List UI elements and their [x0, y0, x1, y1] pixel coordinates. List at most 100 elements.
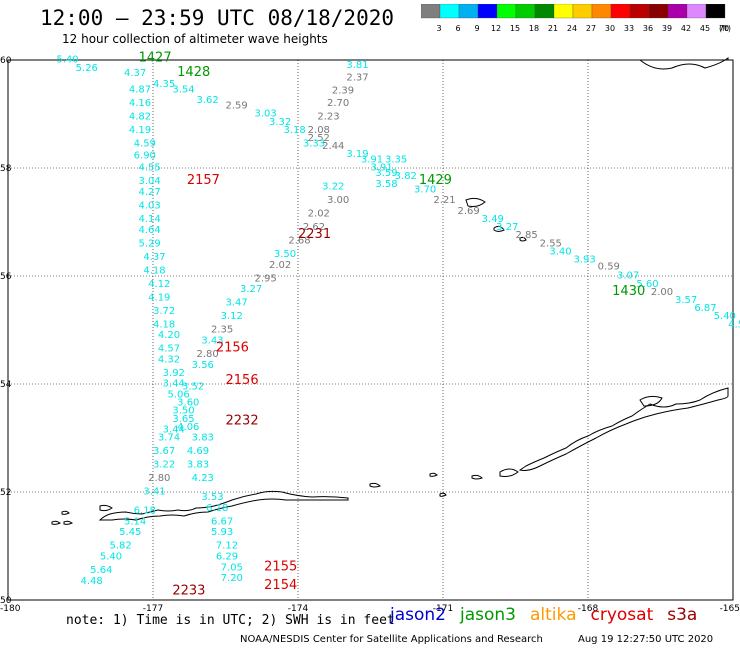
- wave-height-value: 3.41: [143, 487, 165, 498]
- coastline: [51, 57, 729, 525]
- pass-time-label: 2156: [216, 341, 249, 356]
- page-subtitle: 12 hour collection of altimeter wave hei…: [62, 32, 328, 46]
- wave-height-value: 3.49: [482, 214, 504, 225]
- wave-height-value: 4.55: [139, 163, 161, 174]
- wave-height-value: 3.50: [274, 249, 296, 260]
- wave-height-value: 3.58: [375, 179, 397, 190]
- scale-tick-label: 6: [455, 24, 460, 33]
- satellite-pass-times: 1427 1428 2157 1429 2231 1430 2156 2156 2232 2155…: [139, 51, 646, 599]
- wave-height-value: 5.06: [168, 390, 190, 401]
- lat-label: 56: [0, 272, 12, 282]
- pass-time-label: 1427: [139, 51, 172, 66]
- wave-height-value: 5.40: [714, 311, 736, 322]
- wave-height-value: 4.35: [153, 79, 175, 90]
- wave-height-value: 3.18: [284, 125, 306, 136]
- wave-height-value: 3.47: [226, 298, 248, 309]
- wave-height-value: 5.26: [76, 63, 98, 74]
- satellite-legend-s3a: s3a: [667, 605, 698, 625]
- scale-tick-label: 21: [548, 24, 558, 33]
- wave-height-value: 3.19: [346, 149, 368, 160]
- wave-height-value: 3.70: [414, 184, 436, 195]
- wave-height-value: 3.32: [269, 117, 291, 128]
- wave-height-value: 4.37: [143, 252, 165, 263]
- lat-label: 52: [0, 488, 11, 498]
- generation-timestamp: Aug 19 12:27:50 UTC 2020: [578, 634, 714, 645]
- scale-tick-label: 15: [510, 24, 520, 33]
- satellite-legend-jason2: jason2: [390, 605, 446, 625]
- wave-height-value: 4.59: [134, 138, 156, 149]
- lon-label: -165: [720, 604, 740, 614]
- wave-height-value: 3.74: [158, 433, 180, 444]
- wave-height-value: 5.14: [124, 516, 146, 527]
- scale-tick-label: 18: [529, 24, 539, 33]
- wave-height-value: 4.27: [139, 187, 161, 198]
- wave-height-value: 3.33: [303, 138, 325, 149]
- scale-tick-label: 36: [643, 24, 653, 33]
- wave-height-value: 3.52: [182, 381, 204, 392]
- map-frame: [7, 59, 734, 601]
- wave-height-value: 4.32: [158, 354, 180, 365]
- wave-height-value: 4.03: [139, 201, 161, 212]
- scale-swatch: [705, 4, 726, 19]
- wave-height-value: 5.93: [211, 527, 233, 538]
- pass-time-label: 1428: [177, 65, 210, 80]
- wave-height-value: 2.00: [651, 287, 673, 298]
- wave-height-value: 2.80: [197, 349, 219, 360]
- wave-height-value: 4.18: [153, 319, 175, 330]
- pass-time-label: 2232: [226, 414, 259, 429]
- lon-label: -174: [288, 604, 309, 614]
- satellite-legend-altika: altika: [530, 605, 577, 625]
- wave-height-value: 4.57: [158, 344, 180, 355]
- wave-height-value: 2.08: [308, 125, 330, 136]
- wave-height-value: 2.44: [322, 141, 344, 152]
- wave-height-value: 4.19: [148, 292, 170, 303]
- wave-height-value: 2.39: [332, 85, 354, 96]
- wave-height-value: 3.72: [153, 306, 175, 317]
- wave-height-value: 4.69: [187, 446, 209, 457]
- wave-height-value: 3.92: [163, 368, 185, 379]
- wave-height-value: 2.21: [433, 195, 455, 206]
- scale-tick-label: 39: [662, 24, 672, 33]
- wave-height-value: 3.22: [153, 460, 175, 471]
- wave-height-value: 4.37: [124, 68, 146, 79]
- wave-height-value: 4.06: [177, 422, 199, 433]
- wave-height-value: 2.95: [255, 273, 277, 284]
- lon-label: -171: [433, 604, 453, 614]
- wave-height-value: 7.12: [216, 541, 238, 552]
- wave-height-value: 3.91: [361, 155, 383, 166]
- scale-tick-label: 42: [681, 24, 691, 33]
- wave-height-value: 0.59: [598, 262, 620, 273]
- wave-height-value: 3.67: [153, 446, 175, 457]
- wave-height-value: 6.67: [211, 516, 233, 527]
- wave-height-value: 4.56: [728, 319, 740, 330]
- wave-height-value: 3.07: [617, 271, 639, 282]
- pass-time-label: 2155: [264, 559, 297, 574]
- lat-label: 58: [0, 164, 12, 174]
- wave-height-value: 3.91: [371, 163, 393, 174]
- lat-label: 54: [0, 380, 12, 390]
- scale-tick-label: 45: [700, 24, 710, 33]
- footnote: note: 1) Time is in UTC; 2) SWH is in fe…: [66, 613, 395, 628]
- wave-height-value: 2.23: [317, 111, 339, 122]
- wave-height-value: 3.81: [346, 60, 368, 71]
- wave-height-value: 6.90: [134, 150, 156, 161]
- wave-height-value: 4.82: [129, 111, 151, 122]
- wave-height-value: 2.02: [269, 260, 291, 271]
- wave-height-value: 4.87: [129, 84, 151, 95]
- wave-height-value: 2.85: [516, 230, 538, 241]
- wave-height-value: 2.70: [327, 98, 349, 109]
- pass-time-label: 2231: [298, 227, 331, 242]
- wave-height-value: 6.29: [216, 552, 238, 563]
- wave-height-value: 2.80: [148, 473, 170, 484]
- satellite-legend: jason2 jason3 altika cryosat s3a: [390, 605, 711, 625]
- credit-line: NOAA/NESDIS Center for Satellite Applica…: [240, 634, 543, 645]
- wave-height-value: 3.93: [574, 255, 596, 266]
- wave-height-value: 3.22: [322, 182, 344, 193]
- color-scale-legend: 3 6 9 12 15 18 21 24 27 30 33 36 39 42 45 70(ft): [421, 4, 731, 33]
- wave-height-value: 3.03: [255, 109, 277, 120]
- wave-height-value: 3.00: [327, 195, 349, 206]
- wave-height-value: 6.18: [134, 506, 156, 517]
- wave-height-value: 2.55: [540, 238, 562, 249]
- wave-height-value: 2.68: [288, 236, 310, 247]
